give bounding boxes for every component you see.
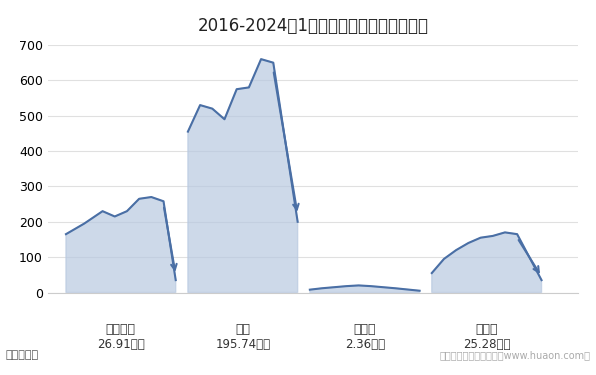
Title: 2016-2024年1月山西保险分险种收入统计: 2016-2024年1月山西保险分险种收入统计 — [197, 17, 429, 35]
Polygon shape — [310, 285, 420, 292]
Text: 财产保险: 财产保险 — [106, 322, 136, 336]
Text: 健康险: 健康险 — [476, 322, 498, 336]
Text: 寿险: 寿险 — [235, 322, 250, 336]
Text: 195.74亿元: 195.74亿元 — [215, 339, 271, 351]
Polygon shape — [66, 197, 176, 292]
Text: 单位：亿元: 单位：亿元 — [6, 350, 39, 360]
Polygon shape — [432, 232, 542, 292]
Text: 25.28亿元: 25.28亿元 — [463, 339, 510, 351]
Text: 意外险: 意外险 — [353, 322, 376, 336]
Text: 制图：华经产业研究院（www.huaon.com）: 制图：华经产业研究院（www.huaon.com） — [439, 350, 590, 360]
Text: 26.91亿元: 26.91亿元 — [97, 339, 145, 351]
Text: 2.36亿元: 2.36亿元 — [344, 339, 385, 351]
Polygon shape — [188, 59, 297, 292]
